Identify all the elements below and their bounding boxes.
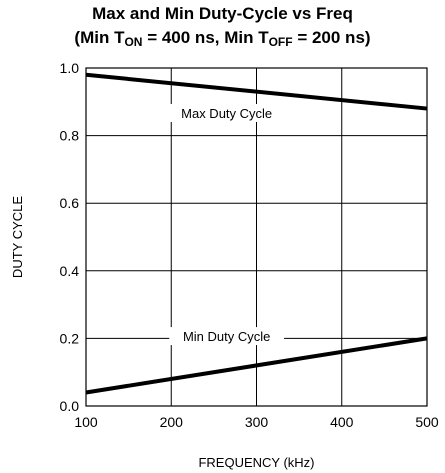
min-duty-cycle-line xyxy=(85,336,428,395)
x-tick-label: 200 xyxy=(160,414,184,430)
x-tick-label: 300 xyxy=(245,414,269,430)
subtitle-part-2: = 400 ns, Min T xyxy=(142,28,269,47)
y-tick-label: 0.0 xyxy=(60,398,80,414)
y-tick-label: 0.6 xyxy=(60,195,80,211)
y-tick-label: 1.0 xyxy=(60,60,80,76)
min-duty-cycle-label: Min Duty Cycle xyxy=(183,329,270,344)
x-tick-label: 100 xyxy=(74,414,98,430)
subtitle-sub-off: OFF xyxy=(268,35,293,49)
x-tick-label: 400 xyxy=(330,414,354,430)
x-tick-labels: 100 200 300 400 500 xyxy=(74,414,439,430)
annotation-background xyxy=(169,327,285,346)
y-tick-label: 0.2 xyxy=(60,330,80,346)
y-axis-label: DUTY CYCLE xyxy=(10,196,25,278)
annotation-background xyxy=(169,104,285,123)
max-duty-cycle-label: Max Duty Cycle xyxy=(181,106,272,121)
x-axis-label: FREQUENCY (kHz) xyxy=(198,455,314,470)
subtitle-part-3: = 200 ns) xyxy=(292,28,371,47)
y-tick-label: 0.8 xyxy=(60,128,80,144)
subtitle-part-1: (Min T xyxy=(74,28,125,47)
annotations: Max Duty Cycle Min Duty Cycle xyxy=(169,104,285,346)
y-tick-label: 0.4 xyxy=(60,263,80,279)
series-lines xyxy=(85,72,428,395)
plot-frame xyxy=(85,67,428,407)
subtitle-sub-on: ON xyxy=(124,35,143,49)
x-tick-label: 500 xyxy=(415,414,439,430)
y-tick-labels: 0.0 0.2 0.4 0.6 0.8 1.0 xyxy=(60,60,80,414)
max-duty-cycle-line xyxy=(85,72,428,111)
chart-subtitle: (Min TON = 400 ns, Min TOFF = 200 ns) xyxy=(0,28,445,52)
chart-title: Max and Min Duty-Cycle vs Freq xyxy=(92,4,353,23)
